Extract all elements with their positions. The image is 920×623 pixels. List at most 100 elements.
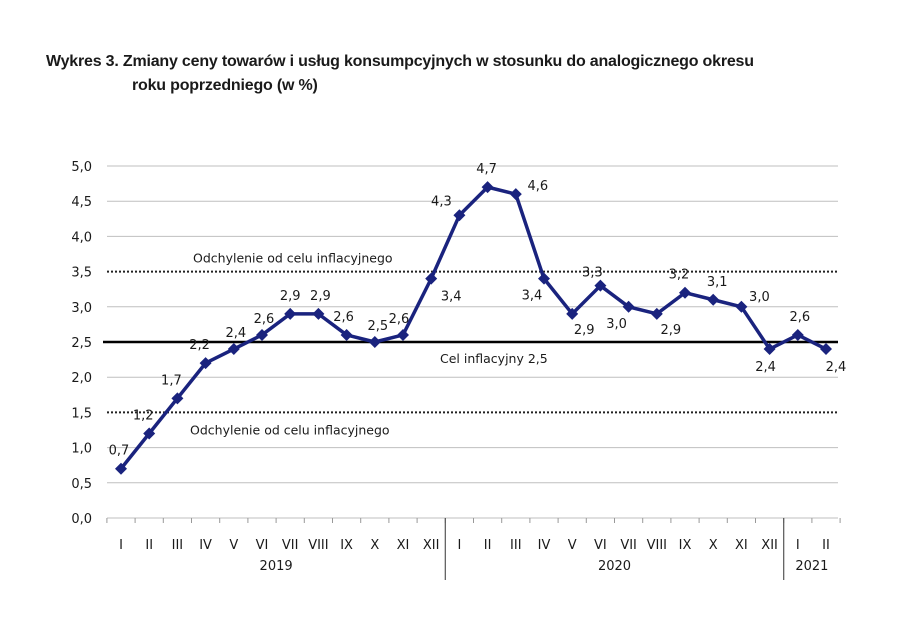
x-tick-label: X (370, 538, 379, 553)
data-point-marker (481, 181, 494, 194)
x-tick-label: IX (679, 538, 692, 553)
data-label: 0,7 (109, 444, 130, 459)
data-point-marker (735, 300, 748, 313)
data-label: 2,4 (826, 360, 847, 375)
data-label: 3,0 (606, 317, 627, 332)
y-tick-label: 1,5 (71, 406, 92, 421)
data-label: 3,3 (582, 266, 603, 281)
data-label: 2,9 (280, 289, 301, 304)
data-point-marker (453, 209, 466, 222)
data-point-marker (115, 462, 127, 475)
data-label: 3,2 (669, 268, 690, 283)
data-label: 3,4 (522, 289, 543, 304)
data-point-marker (538, 272, 550, 285)
year-label: 2020 (598, 559, 631, 574)
x-axis: I II III IV V VI VII VIII IX X XI XII I II III IV V VI VII… (106, 517, 841, 580)
x-tick-label: VIII (647, 538, 667, 553)
deviation-label: Odchylenie od celu inflacyjnego (190, 422, 390, 437)
x-tick-label: I (796, 538, 800, 553)
x-tick-label: III (510, 538, 522, 553)
data-point-marker (791, 328, 804, 341)
x-tick-label: VI (256, 538, 269, 553)
x-tick-label: V (229, 538, 238, 553)
data-point-marker (820, 343, 832, 356)
data-label: 1,7 (161, 373, 182, 388)
data-point-marker (199, 357, 212, 370)
data-point-marker (622, 300, 635, 313)
chart-title-line1: Wykres 3. Zmiany ceny towarów i usług ko… (46, 53, 754, 70)
data-label: 2,4 (225, 326, 246, 341)
data-label: 1,2 (133, 409, 154, 424)
data-point-marker (143, 427, 156, 440)
data-label: 2,6 (789, 310, 810, 325)
data-point-marker (368, 336, 381, 348)
y-tick-label: 2,0 (71, 371, 92, 386)
data-label: 3,4 (441, 290, 462, 305)
y-tick-label: 3,0 (71, 301, 92, 316)
y-tick-label: 4,5 (71, 195, 92, 210)
data-label: 2,5 (367, 319, 388, 334)
series-cpi (115, 181, 832, 475)
data-label: 3,0 (749, 290, 770, 305)
y-axis: 0,0 0,5 1,0 1,5 2,0 2,5 3,0 3,5 4,0 4,5 5,0 (71, 160, 92, 527)
data-point-marker (312, 307, 325, 320)
data-point-marker (256, 328, 268, 341)
x-tick-label: V (568, 538, 577, 553)
data-point-marker (284, 307, 297, 320)
data-label: 4,7 (476, 162, 497, 177)
x-tick-label: XII (761, 538, 778, 553)
y-tick-label: 3,5 (71, 266, 92, 281)
data-labels: 0,71,21,72,22,42,62,9 2,92,62,5 2,63,44,34… (109, 162, 847, 459)
data-point-marker (763, 343, 776, 356)
x-tick-label: IV (538, 538, 551, 553)
data-point-marker (650, 307, 663, 320)
data-label: 2,9 (574, 323, 595, 338)
data-point-marker (171, 392, 184, 405)
data-point-marker (566, 307, 579, 320)
reference-lines: Odchylenie od celu inflacyjnego Cel infla… (103, 251, 838, 437)
x-tick-label: IV (199, 538, 212, 553)
x-tick-label: III (172, 538, 184, 553)
data-label: 2,6 (254, 312, 275, 327)
x-tick-label: II (822, 538, 830, 553)
data-point-marker (340, 328, 353, 341)
y-tick-label: 5,0 (71, 160, 92, 175)
x-tick-label: XI (397, 538, 410, 553)
x-tick-label: I (119, 538, 123, 553)
x-tick-label: IX (340, 538, 353, 553)
data-label: 3,1 (707, 275, 728, 290)
x-tick-label: II (484, 538, 492, 553)
y-tick-label: 4,0 (71, 230, 92, 245)
y-tick-label: 0,5 (71, 477, 92, 492)
deviation-label: Odchylenie od celu inflacyjnego (193, 251, 393, 266)
x-tick-label: VIII (308, 538, 328, 553)
year-label: 2021 (795, 559, 828, 574)
data-point-marker (509, 188, 522, 201)
data-point-marker (679, 286, 691, 299)
data-label: 2,9 (310, 289, 331, 304)
data-point-marker (707, 293, 720, 306)
y-tick-label: 2,5 (71, 336, 92, 351)
y-tick-label: 0,0 (71, 512, 92, 527)
x-tick-label: I (457, 538, 461, 553)
data-label: 2,6 (333, 310, 354, 325)
data-label: 2,4 (755, 360, 776, 375)
x-tick-label: X (709, 538, 718, 553)
data-label: 2,6 (389, 312, 410, 327)
data-label: 2,9 (660, 323, 681, 338)
x-tick-label: VI (594, 538, 607, 553)
data-label: 4,6 (527, 179, 548, 194)
x-tick-label: VII (620, 538, 637, 553)
data-label: 2,2 (189, 338, 210, 353)
x-tick-label: VII (282, 538, 299, 553)
x-tick-label: II (145, 538, 153, 553)
y-tick-label: 1,0 (71, 442, 92, 457)
data-label: 4,3 (431, 194, 452, 209)
data-point-marker (425, 272, 438, 285)
chart-title: Wykres 3. Zmiany ceny towarów i usług ko… (46, 50, 754, 98)
data-point-marker (594, 279, 607, 292)
data-point-marker (227, 343, 240, 356)
year-label: 2019 (260, 559, 293, 574)
x-tick-label: XI (735, 538, 748, 553)
